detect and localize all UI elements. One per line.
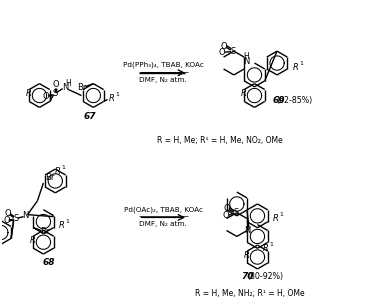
Text: O: O (223, 211, 229, 220)
Text: 1: 1 (279, 212, 283, 217)
Text: 1: 1 (269, 242, 273, 247)
Text: (80-92%): (80-92%) (247, 272, 283, 281)
Text: R: R (273, 214, 279, 223)
Text: R: R (55, 167, 61, 176)
Text: O: O (4, 216, 10, 225)
Text: N: N (244, 226, 250, 235)
Text: N: N (243, 56, 249, 66)
Text: S: S (233, 208, 238, 217)
Text: DMF, N₂ atm.: DMF, N₂ atm. (140, 221, 187, 227)
Text: R: R (30, 236, 36, 245)
Text: R: R (244, 250, 250, 260)
Text: R: R (109, 94, 114, 103)
Text: Pd(PPh₃)₄, TBAB, KOAc: Pd(PPh₃)₄, TBAB, KOAc (123, 62, 204, 68)
Text: S: S (230, 47, 236, 56)
Text: N: N (22, 211, 29, 220)
Text: R: R (241, 89, 247, 98)
Text: Br: Br (45, 174, 54, 182)
Text: 70: 70 (241, 272, 254, 281)
Text: S: S (13, 214, 18, 223)
Text: Pd(OAc)₂, TBAB, KOAc: Pd(OAc)₂, TBAB, KOAc (124, 206, 203, 213)
Text: R: R (292, 63, 298, 71)
Text: R: R (26, 89, 32, 98)
Text: 1: 1 (65, 219, 69, 224)
Text: O: O (223, 204, 230, 213)
Text: 1: 1 (116, 92, 120, 97)
Text: R = H, Me; R¹ = H, Me, NO₂, OMe: R = H, Me; R¹ = H, Me, NO₂, OMe (157, 136, 283, 145)
Text: Br: Br (77, 83, 86, 92)
Text: 67: 67 (83, 112, 96, 121)
Text: (62-85%): (62-85%) (276, 96, 312, 105)
Text: DMF, N₂ atm.: DMF, N₂ atm. (140, 77, 187, 83)
Text: R: R (59, 221, 65, 230)
Text: 68: 68 (42, 258, 54, 267)
Text: R = H, Me, NH₂; R¹ = H, OMe: R = H, Me, NH₂; R¹ = H, OMe (195, 289, 304, 298)
Text: H: H (66, 79, 71, 88)
Text: O: O (219, 48, 225, 57)
Text: O: O (42, 92, 49, 101)
Text: O: O (221, 42, 227, 51)
Text: 69: 69 (273, 96, 285, 105)
Text: R: R (262, 244, 268, 253)
Text: O: O (53, 80, 59, 89)
Text: Br: Br (40, 227, 50, 236)
Text: 1: 1 (62, 165, 65, 170)
Text: H: H (243, 52, 249, 61)
Text: N: N (62, 83, 69, 92)
Text: S: S (52, 89, 57, 98)
Text: O: O (4, 209, 11, 218)
Text: 1: 1 (299, 60, 303, 66)
